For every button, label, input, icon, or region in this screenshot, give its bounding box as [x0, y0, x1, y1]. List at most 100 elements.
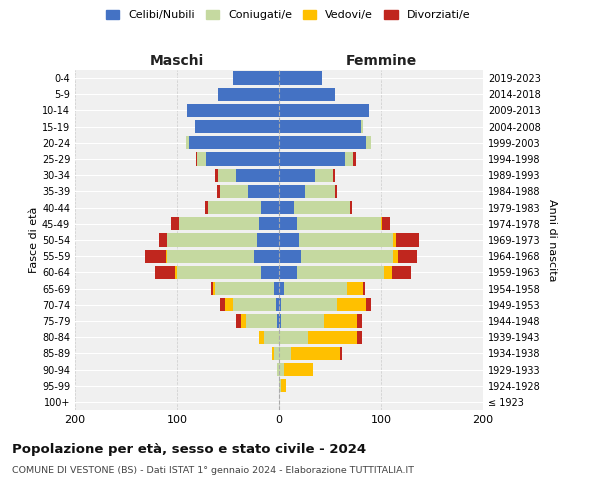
Bar [366, 298, 371, 312]
Bar [382, 217, 390, 230]
Bar [356, 330, 362, 344]
Bar [279, 379, 281, 392]
Bar [362, 282, 365, 295]
Bar [155, 266, 175, 279]
Bar [340, 346, 342, 360]
Bar [281, 314, 324, 328]
Text: Femmine: Femmine [346, 54, 416, 68]
Bar [279, 266, 298, 279]
Bar [196, 120, 279, 134]
Bar [260, 201, 279, 214]
Bar [295, 201, 350, 214]
Bar [279, 88, 335, 101]
Bar [217, 185, 220, 198]
Bar [205, 201, 208, 214]
Text: COMUNE DI VESTONE (BS) - Dati ISTAT 1° gennaio 2024 - Elaborazione TUTTITALIA.IT: COMUNE DI VESTONE (BS) - Dati ISTAT 1° g… [12, 466, 414, 475]
Bar [281, 298, 337, 312]
Bar [279, 72, 322, 85]
Bar [366, 136, 371, 149]
Bar [277, 363, 279, 376]
Bar [397, 234, 419, 246]
Bar [279, 234, 299, 246]
Bar [272, 346, 274, 360]
Bar [350, 201, 352, 214]
Bar [305, 185, 335, 198]
Bar [299, 234, 393, 246]
Text: Maschi: Maschi [150, 54, 204, 68]
Bar [361, 120, 362, 134]
Bar [211, 282, 213, 295]
Bar [213, 282, 215, 295]
Bar [218, 168, 236, 182]
Bar [381, 217, 382, 230]
Bar [247, 314, 277, 328]
Bar [167, 250, 254, 263]
Bar [186, 136, 189, 149]
Bar [167, 234, 257, 246]
Bar [279, 136, 366, 149]
Bar [274, 282, 279, 295]
Bar [291, 346, 340, 360]
Bar [274, 346, 279, 360]
Bar [279, 250, 301, 263]
Bar [315, 168, 333, 182]
Bar [279, 330, 308, 344]
Bar [353, 152, 356, 166]
Bar [187, 104, 279, 117]
Bar [177, 266, 260, 279]
Y-axis label: Fasce di età: Fasce di età [29, 207, 39, 273]
Bar [279, 298, 281, 312]
Bar [279, 168, 315, 182]
Bar [335, 185, 337, 198]
Bar [356, 314, 362, 328]
Bar [279, 217, 298, 230]
Bar [279, 120, 361, 134]
Bar [208, 201, 260, 214]
Bar [260, 266, 279, 279]
Bar [279, 185, 305, 198]
Bar [220, 185, 248, 198]
Bar [236, 168, 279, 182]
Bar [301, 250, 393, 263]
Bar [281, 379, 286, 392]
Bar [279, 282, 284, 295]
Bar [308, 330, 356, 344]
Bar [158, 234, 167, 246]
Bar [254, 250, 279, 263]
Bar [175, 266, 177, 279]
Bar [384, 266, 392, 279]
Bar [220, 298, 225, 312]
Bar [347, 282, 362, 295]
Bar [284, 282, 347, 295]
Bar [233, 298, 276, 312]
Bar [276, 298, 279, 312]
Text: Popolazione per età, sesso e stato civile - 2024: Popolazione per età, sesso e stato civil… [12, 442, 366, 456]
Bar [284, 363, 313, 376]
Bar [257, 234, 279, 246]
Bar [166, 250, 167, 263]
Legend: Celibi/Nubili, Coniugati/e, Vedovi/e, Divorziati/e: Celibi/Nubili, Coniugati/e, Vedovi/e, Di… [101, 6, 475, 25]
Bar [298, 266, 384, 279]
Bar [197, 152, 206, 166]
Bar [206, 152, 279, 166]
Bar [298, 217, 381, 230]
Bar [264, 330, 279, 344]
Bar [145, 250, 166, 263]
Bar [346, 152, 353, 166]
Bar [277, 314, 279, 328]
Bar [233, 72, 279, 85]
Bar [189, 136, 279, 149]
Bar [259, 330, 264, 344]
Bar [398, 250, 417, 263]
Bar [279, 152, 346, 166]
Bar [393, 234, 397, 246]
Bar [279, 104, 369, 117]
Y-axis label: Anni di nascita: Anni di nascita [547, 198, 557, 281]
Bar [236, 314, 241, 328]
Bar [324, 314, 356, 328]
Bar [393, 250, 398, 263]
Bar [279, 346, 291, 360]
Bar [279, 363, 284, 376]
Bar [248, 185, 279, 198]
Bar [218, 88, 279, 101]
